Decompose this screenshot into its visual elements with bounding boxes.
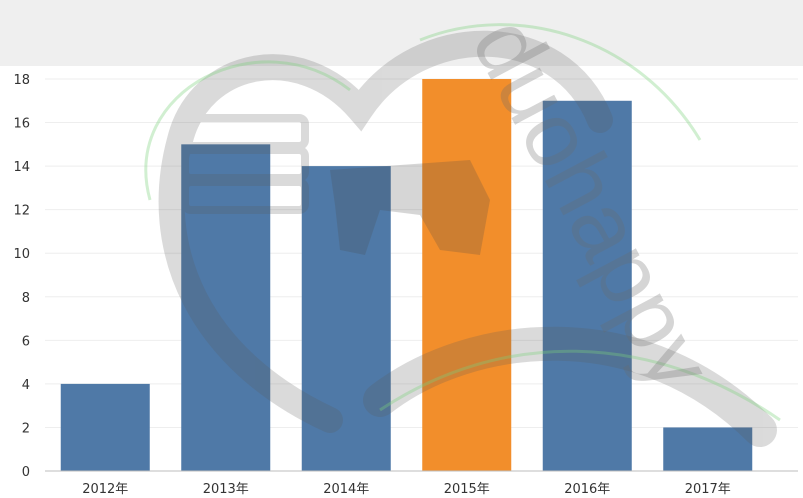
y-tick-label: 2: [22, 421, 30, 436]
y-tick-label: 0: [22, 465, 30, 480]
bar-2012年[interactable]: [60, 383, 150, 471]
x-tick-label: 2013年: [203, 482, 249, 497]
bar-2016年[interactable]: [542, 100, 632, 472]
bar-2017年[interactable]: [663, 427, 753, 471]
x-tick-label: 2016年: [564, 482, 610, 497]
x-tick-label: 2014年: [323, 482, 369, 497]
x-tick-label: 2012年: [82, 482, 128, 497]
bar-2015年[interactable]: [422, 79, 512, 471]
bar-2014年[interactable]: [301, 166, 391, 471]
x-tick-label: 2015年: [444, 482, 490, 497]
y-tick-label: 12: [13, 204, 30, 219]
header-band: [0, 0, 803, 66]
y-tick-label: 16: [13, 117, 30, 132]
y-tick-label: 18: [13, 73, 30, 88]
bars: [60, 79, 753, 472]
grid-lines: [45, 78, 798, 428]
x-tick-label: 2017年: [685, 482, 731, 497]
y-axis-ticks: 0 2 4 6 8 10 12 14 16 18: [13, 73, 30, 480]
x-axis-ticks: 2012年 2013年 2014年 2015年 2016年 2017年: [82, 482, 731, 497]
y-tick-label: 4: [22, 378, 30, 393]
y-tick-label: 6: [22, 334, 30, 349]
y-tick-label: 14: [13, 160, 30, 175]
y-tick-label: 10: [13, 247, 30, 262]
y-tick-label: 8: [22, 291, 30, 306]
bar-2013年[interactable]: [181, 144, 271, 472]
